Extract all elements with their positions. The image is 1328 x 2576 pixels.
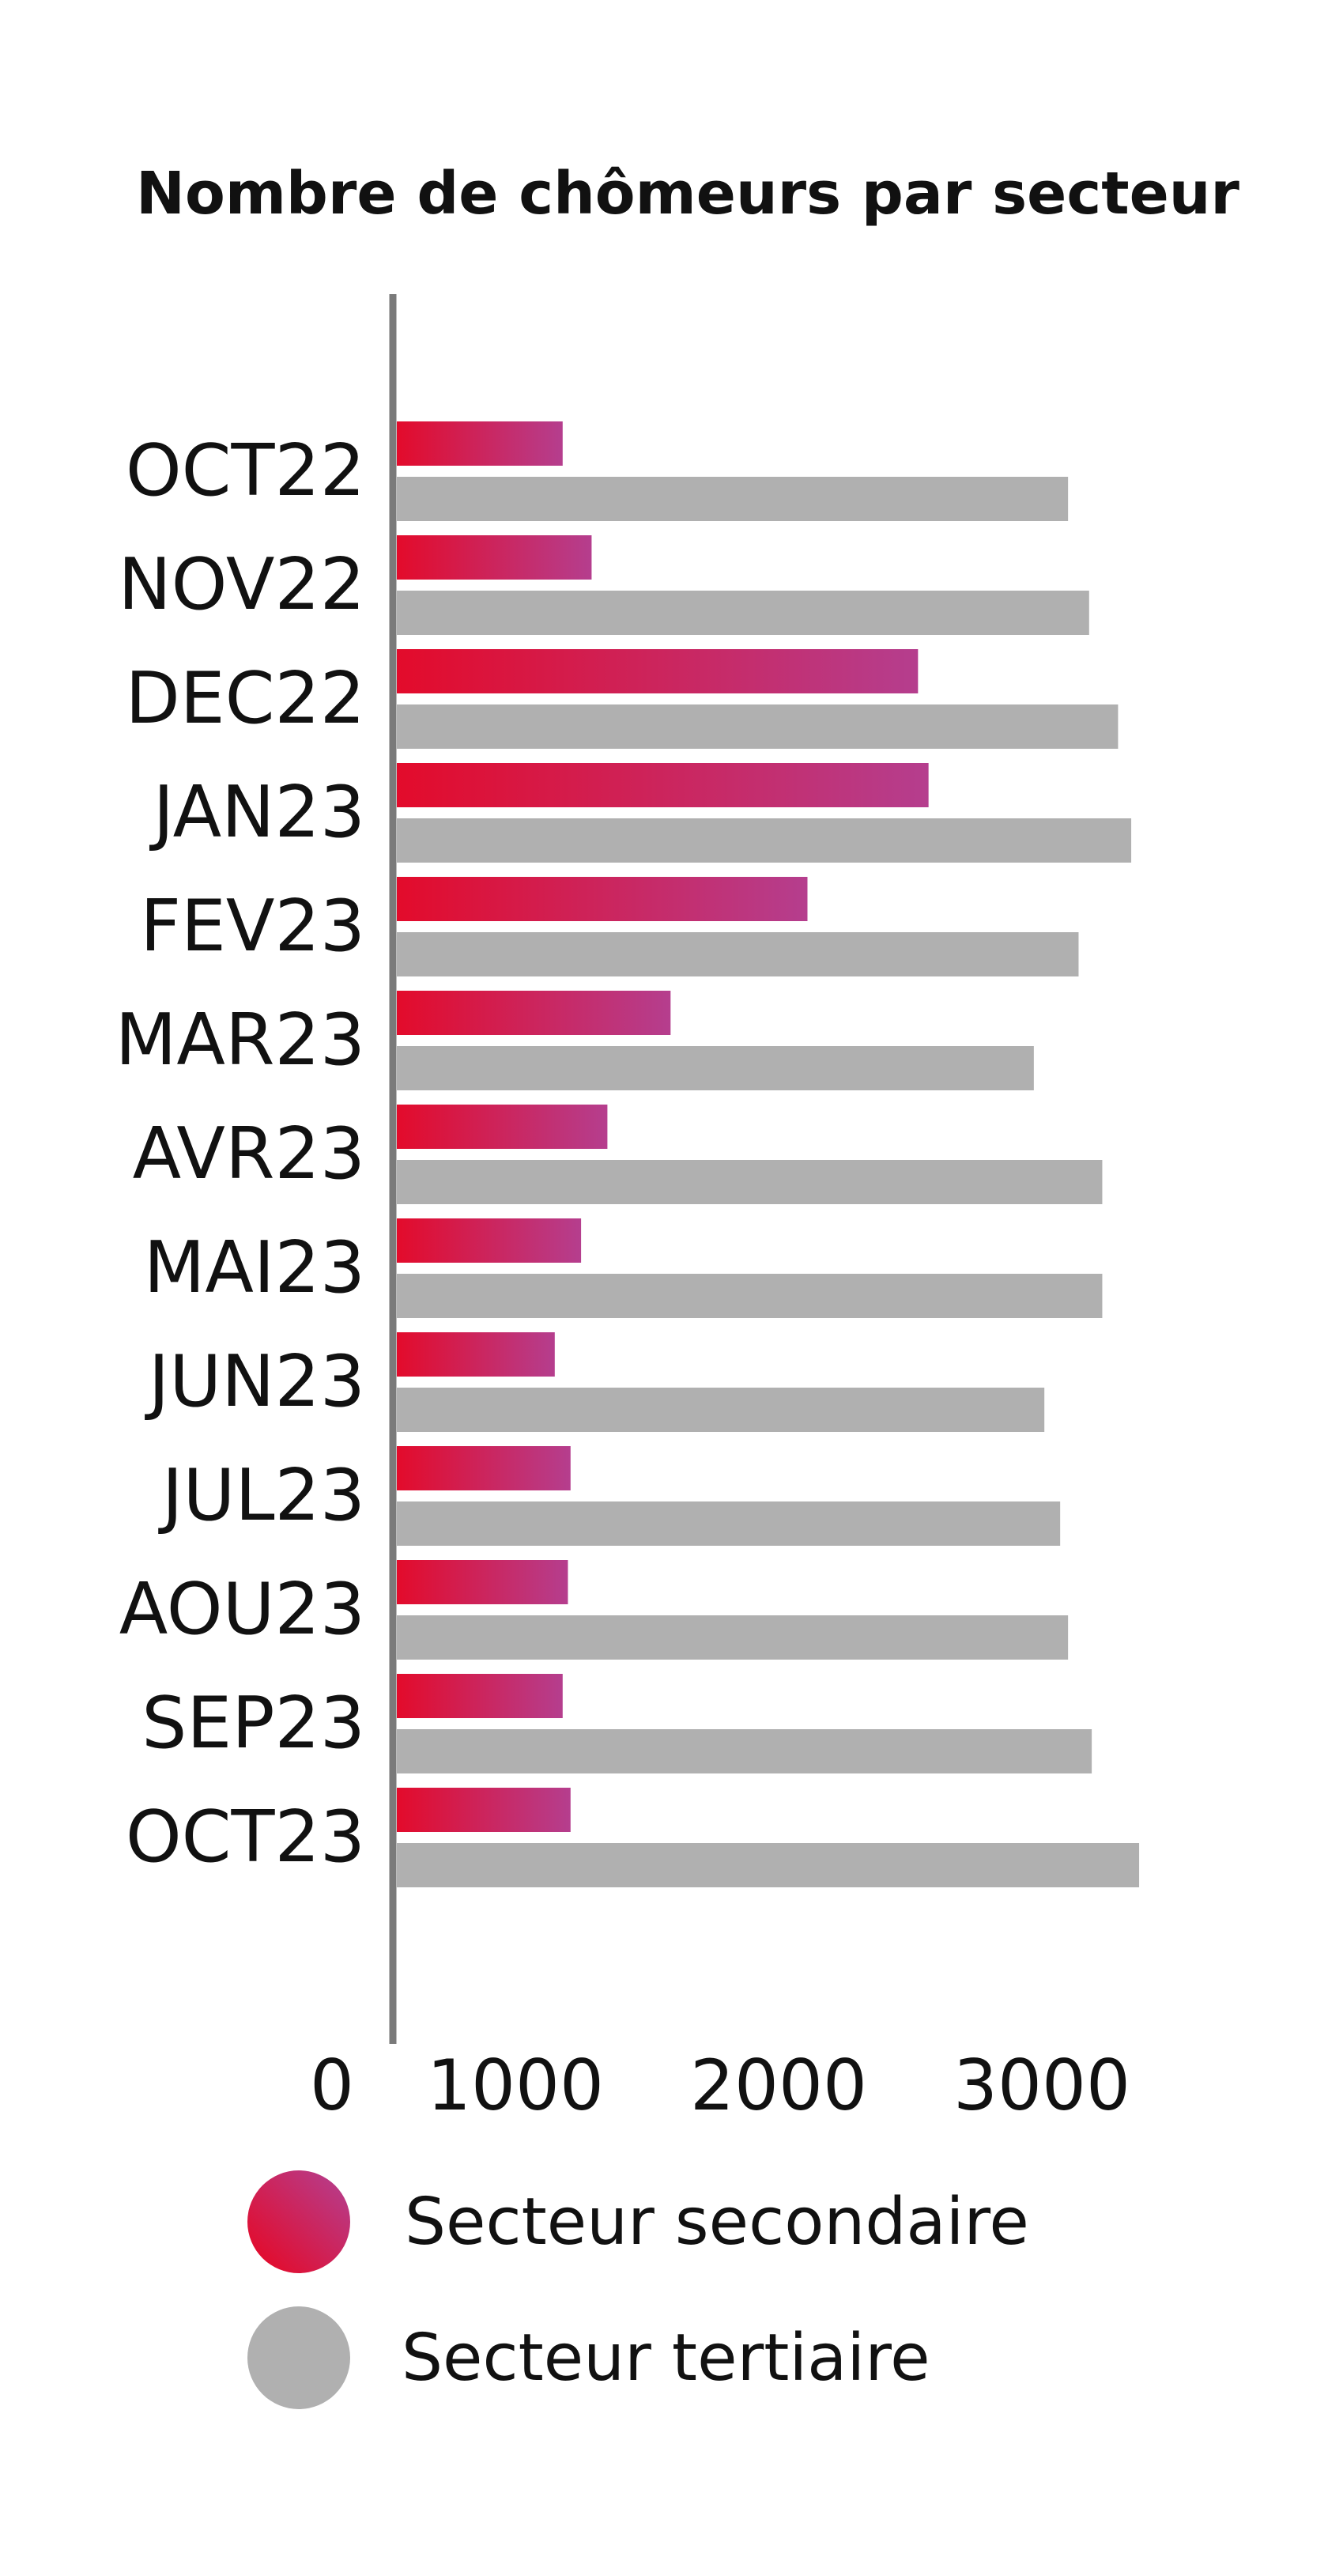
category-label-jul23: JUL23 bbox=[158, 1454, 365, 1537]
x-tick-label-2000: 2000 bbox=[690, 2045, 867, 2126]
x-tick-label-3000: 3000 bbox=[953, 2045, 1130, 2126]
chart-title: Nombre de chômeurs par secteur bbox=[136, 160, 1239, 228]
bar-tertiaire-dec22 bbox=[397, 704, 1119, 749]
bar-tertiaire-mar23 bbox=[397, 1046, 1034, 1090]
category-label-sep23: SEP23 bbox=[141, 1682, 365, 1765]
x-tick-labels: 0 1000 2000 3000 bbox=[310, 2045, 1130, 2126]
bar-tertiaire-fev23 bbox=[397, 932, 1079, 976]
bar-tertiaire-oct22 bbox=[397, 477, 1069, 521]
bar-tertiaire-jun23 bbox=[397, 1388, 1045, 1432]
category-labels: OCT22 NOV22 DEC22 JAN23 FEV23 MAR23 AVR23 MAI23… bbox=[115, 429, 365, 1879]
bar-tertiaire-jul23 bbox=[397, 1501, 1061, 1546]
legend-label-tertiaire: Secteur tertiaire bbox=[402, 2321, 930, 2396]
legend-label-secondaire: Secteur secondaire bbox=[405, 2185, 1029, 2260]
x-tick-label-1000: 1000 bbox=[427, 2045, 604, 2126]
category-label-oct23: OCT23 bbox=[126, 1796, 365, 1879]
bar-tertiaire-oct23 bbox=[397, 1843, 1140, 1887]
bar-secondaire-jan23 bbox=[397, 763, 929, 807]
bar-tertiaire-avr23 bbox=[397, 1160, 1103, 1204]
bar-secondaire-sep23 bbox=[397, 1674, 563, 1718]
bar-secondaire-oct23 bbox=[397, 1788, 571, 1832]
category-label-jan23: JAN23 bbox=[149, 771, 365, 854]
bar-secondaire-aou23 bbox=[397, 1560, 568, 1604]
category-label-avr23: AVR23 bbox=[133, 1112, 365, 1195]
bar-tertiaire-mai23 bbox=[397, 1274, 1103, 1318]
bar-tertiaire-jan23 bbox=[397, 818, 1132, 863]
bar-secondaire-jun23 bbox=[397, 1332, 555, 1377]
legend: Secteur secondaire Secteur tertiaire bbox=[247, 2170, 1029, 2409]
bar-tertiaire-sep23 bbox=[397, 1729, 1092, 1773]
category-label-nov22: NOV22 bbox=[118, 543, 365, 626]
bar-tertiaire-aou23 bbox=[397, 1615, 1069, 1660]
category-label-aou23: AOU23 bbox=[119, 1568, 365, 1651]
legend-swatch-secondaire bbox=[247, 2170, 350, 2273]
legend-swatch-tertiaire bbox=[247, 2306, 350, 2409]
category-label-fev23: FEV23 bbox=[140, 885, 365, 968]
bar-secondaire-mai23 bbox=[397, 1218, 582, 1263]
bar-secondaire-avr23 bbox=[397, 1105, 608, 1149]
bar-tertiaire-nov22 bbox=[397, 591, 1089, 635]
bar-secondaire-jul23 bbox=[397, 1446, 571, 1490]
category-label-jun23: JUN23 bbox=[145, 1340, 365, 1423]
category-label-mai23: MAI23 bbox=[144, 1226, 365, 1309]
bar-secondaire-fev23 bbox=[397, 877, 808, 921]
category-label-mar23: MAR23 bbox=[115, 999, 365, 1082]
category-label-dec22: DEC22 bbox=[125, 657, 365, 740]
bar-secondaire-oct22 bbox=[397, 421, 563, 466]
bar-secondaire-mar23 bbox=[397, 991, 671, 1035]
category-label-oct22: OCT22 bbox=[126, 429, 365, 512]
x-tick-label-0: 0 bbox=[310, 2045, 354, 2126]
bar-secondaire-nov22 bbox=[397, 535, 592, 580]
bar-secondaire-dec22 bbox=[397, 649, 919, 693]
bars-group bbox=[397, 421, 1140, 1887]
